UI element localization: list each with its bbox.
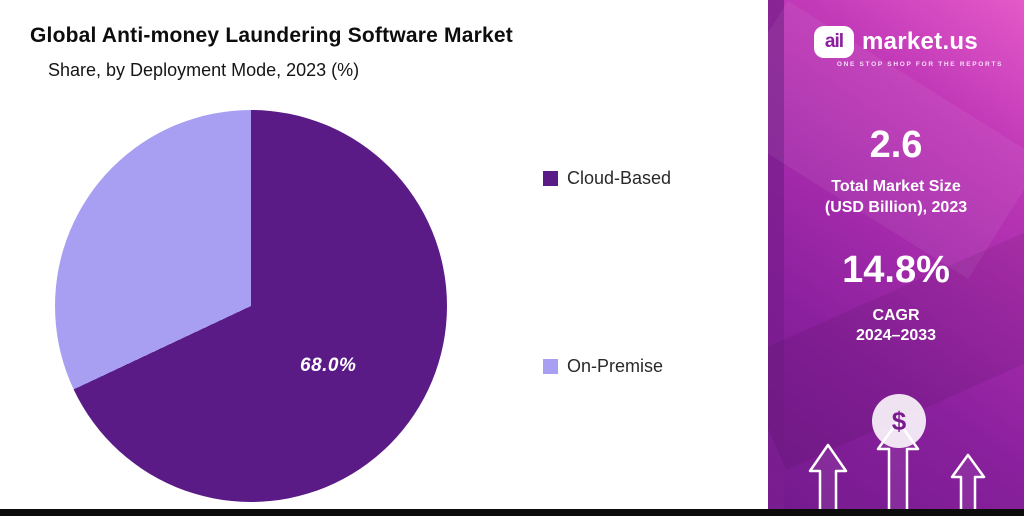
brand-logo-text: market.us <box>861 28 979 55</box>
stat-label-line: CAGR <box>872 306 920 324</box>
market-us-logo-icon: ail <box>813 26 854 58</box>
legend-item-cloud-based: Cloud-Based <box>543 168 671 189</box>
legend-item-on-premise: On-Premise <box>543 356 663 377</box>
legend-swatch <box>543 171 558 186</box>
dollar-sign-icon: $ <box>872 394 926 448</box>
brand-tagline: ONE STOP SHOP FOR THE REPORTS <box>836 61 1004 68</box>
stat-cagr-label: CAGR 2024–2033 <box>768 306 1024 348</box>
stat-market-size-label: Total Market Size (USD Billion), 2023 <box>768 177 1024 219</box>
stat-market-size-value: 2.6 <box>869 124 923 166</box>
legend-swatch <box>543 359 558 374</box>
stat-label-line: (USD Billion), 2023 <box>824 198 968 216</box>
legend-label: On-Premise <box>567 356 664 376</box>
chart-subtitle: Share, by Deployment Mode, 2023 (%) <box>48 60 360 80</box>
pie-chart <box>55 110 447 502</box>
brand-logo: ail market.us <box>768 26 1024 58</box>
stat-label-line: 2024–2033 <box>855 327 937 345</box>
legend-label: Cloud-Based <box>567 168 672 188</box>
brand-sidebar: ail market.us ONE STOP SHOP FOR THE REPO… <box>768 0 1024 516</box>
bottom-border-bar <box>0 509 1024 516</box>
pie-slice-data-label: 68.0% <box>300 355 357 376</box>
chart-area: Global Anti-money Laundering Software Ma… <box>30 24 672 502</box>
chart-title: Global Anti-money Laundering Software Ma… <box>30 24 513 47</box>
stat-label-line: Total Market Size <box>831 178 961 195</box>
stat-cagr-value: 14.8% <box>842 248 950 291</box>
